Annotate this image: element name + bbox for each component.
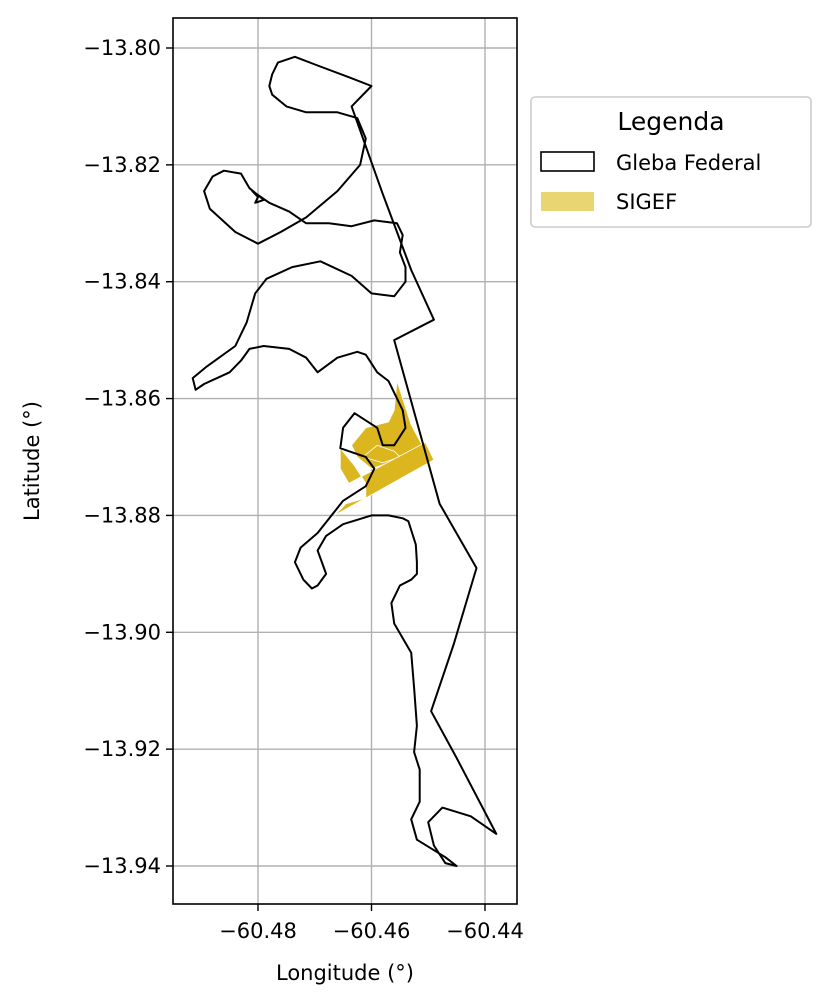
x-tick-label-1: −60.46 [333,919,411,943]
legend-label-sigef: SIGEF [616,190,677,214]
y-tick-label-5: −13.90 [83,620,161,644]
legend-label-gleba-federal: Gleba Federal [616,151,761,175]
gleba-federal-polygon [191,55,498,867]
x-axis-label: Longitude (°) [276,961,414,985]
sigef-layer [334,380,435,516]
y-tick-label-7: −13.94 [83,854,161,878]
sigef-parcel-2 [334,441,435,516]
legend-swatch-gleba-federal [540,151,595,172]
axis-ticks: −60.48 −60.46 −60.44 −13.80 −13.82 −13.84 −13.… [83,36,524,943]
x-tick-label-2: −60.44 [446,919,524,943]
y-tick-label-1: −13.82 [83,153,161,177]
gleba-federal-layer [191,55,498,867]
y-tick-label-6: −13.92 [83,737,161,761]
sigef-parcel-1 [362,444,401,464]
y-tick-label-3: −13.86 [83,387,161,411]
legend: Legenda Gleba Federal SIGEF [530,96,812,228]
y-tick-label-4: −13.88 [83,503,161,527]
plot-frame [172,17,518,905]
y-axis-label: Latitude (°) [20,401,44,521]
legend-box [530,96,812,228]
sigef-parcel-0 [351,380,426,470]
y-tick-label-2: −13.84 [83,270,161,294]
y-tick-label-0: −13.80 [83,36,161,60]
legend-swatch-sigef [541,192,594,211]
grid-lines [173,18,517,904]
legend-title: Legenda [617,107,724,136]
x-tick-label-0: −60.48 [219,919,297,943]
